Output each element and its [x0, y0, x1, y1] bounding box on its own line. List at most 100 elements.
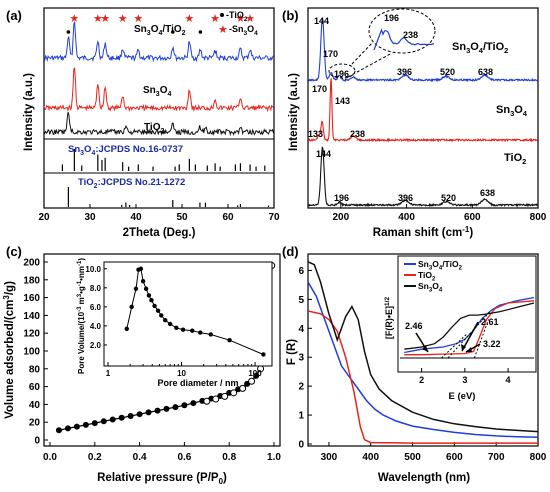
a-star-icon: ★ [93, 12, 103, 25]
d-xtick-label: 800 [530, 452, 547, 463]
d-inset-tangent [447, 310, 492, 359]
d-ytick-label: 0 [298, 440, 304, 451]
c-inset-point [138, 266, 144, 271]
panel-b-xlabel: Raman shift (cm-1) [373, 225, 474, 239]
b-series-label-sn3o4: Sn3O4 [496, 104, 528, 118]
c-inset-xtick-label: 10 [177, 369, 186, 378]
c-inset-point [159, 313, 164, 318]
panel-a-label: (a) [6, 8, 22, 23]
c-inset-point [227, 337, 232, 343]
a-star-icon: ★ [133, 12, 143, 25]
a-trace [43, 112, 274, 137]
d-inset-xtick-label: 4 [506, 375, 511, 385]
c-inset-point [180, 327, 186, 332]
b-zoom-circle-large [368, 8, 436, 54]
b-inset-curve [373, 28, 435, 51]
d-legend-composite: Sn3O4/TiO2 [418, 259, 463, 272]
panel-d-label: (d) [282, 244, 299, 259]
d-inset-xtick-label: 2 [419, 375, 424, 385]
c-ytick-label: 140 [23, 311, 40, 322]
d-arrowhead-3 [466, 347, 472, 352]
c-ytick-label: 180 [23, 275, 40, 286]
c-adsorption-point [154, 407, 161, 414]
b-zoom-connector-1 [351, 41, 374, 65]
c-inset-point [167, 321, 173, 327]
c-adsorption-point [64, 425, 71, 432]
c-adsorption-point [136, 411, 143, 418]
c-ytick-label: 20 [29, 418, 41, 429]
d-inset-tangent [473, 319, 490, 359]
c-desorption-point [248, 377, 256, 385]
c-inset-ytick-label: 8.0 [90, 284, 102, 293]
a-star-icon: ★ [210, 12, 220, 25]
c-xtick-label: 0.2 [88, 452, 102, 463]
panel-d-frame [307, 253, 539, 447]
d-inset-curve [404, 302, 535, 350]
panel-c-xlabel: Relative pressure (P/P0) [97, 472, 227, 486]
a-tio2-marker [171, 30, 175, 34]
c-inset-point [149, 297, 154, 303]
d-annotation: 2.46 [405, 321, 423, 331]
c-inset-point [163, 317, 168, 323]
c-ytick-label: 200 [23, 258, 40, 269]
d-inset-xtick-label: 3 [462, 375, 467, 385]
a-star-icon: ★ [235, 12, 245, 25]
c-inset-point [208, 332, 213, 337]
c-ytick-label: 100 [23, 347, 40, 358]
panel-b-label: (b) [282, 8, 299, 23]
c-inset-xlabel: Pore diameter / nm [157, 378, 238, 388]
c-adsorption-point [73, 423, 80, 430]
d-series-line [307, 261, 539, 433]
b-peak-label: 170 [323, 49, 338, 59]
c-inset-ytick-label: 2.0 [90, 341, 102, 350]
c-adsorption-point [118, 414, 125, 421]
a-ref-label-tio2: TiO2:JCPDS No.21-1272 [78, 177, 185, 190]
b-zoom-circle-small [328, 63, 356, 79]
b-peak-label: 196 [334, 69, 349, 79]
c-inset-point [174, 325, 179, 331]
panel-a: (a) Intensity (a.u.) ★ ★★ ★ ★ ★ ★ ★ ★ 20 30 40 50 6… [6, 7, 280, 239]
b-trace [307, 78, 539, 143]
b-peak-label: 133 [308, 129, 323, 139]
c-ytick-label: 160 [23, 293, 40, 304]
d-xtick-label: 600 [446, 452, 463, 463]
d-legend-sn3o4: Sn3O4 [418, 281, 443, 294]
b-xtick-label: 400 [398, 212, 415, 223]
a-star-icon: ★ [69, 12, 79, 25]
b-peak-label: 196 [334, 193, 349, 203]
c-xtick-label: 1.0 [267, 452, 281, 463]
panel-a-ylabel: Intensity (a.u.) [23, 73, 35, 151]
panel-b-ylabel: Intensity (a.u.) [288, 73, 300, 151]
b-peak-label: 238 [350, 129, 365, 139]
d-ytick-label: 3 [298, 353, 304, 364]
a-legend-star-icon: ★ [218, 23, 228, 36]
b-peak-label: 144 [314, 16, 329, 26]
c-desorption-point [230, 389, 238, 397]
a-xtick-label: 60 [222, 212, 234, 223]
a-xtick-label: 50 [176, 212, 188, 223]
a-trace [43, 21, 274, 63]
c-xtick-label: 0.8 [222, 452, 236, 463]
c-inset-frame [103, 261, 273, 367]
a-tio2-marker [198, 30, 203, 34]
c-inset-point [129, 304, 134, 310]
d-ytick-label: 2 [298, 382, 304, 393]
d-inset-xlabel: E (eV) [449, 391, 476, 402]
c-adsorption-point [172, 404, 179, 411]
b-xtick-label: 600 [464, 212, 481, 223]
d-annotation: 3.22 [483, 339, 501, 349]
a-series-label-sn3o4: Sn3O4 [143, 85, 171, 98]
a-tio2-marker [66, 30, 71, 34]
c-adsorption-point [91, 420, 98, 427]
c-adsorption-point [109, 416, 116, 423]
a-legend-sn3o4: -Sn3O4 [229, 24, 258, 37]
b-xtick-label: 800 [530, 212, 547, 223]
d-ytick-label: 6 [298, 266, 304, 277]
c-desorption-point [203, 397, 211, 405]
a-star-icon: ★ [118, 12, 128, 25]
d-arrowhead-2 [461, 344, 466, 351]
panel-d: (d) F (R) 0 1 2 3 4 5 6 300 400 500 600 700 800 Wav… [282, 244, 547, 484]
c-inset-point [133, 286, 139, 291]
c-ytick-label: 40 [29, 400, 41, 411]
